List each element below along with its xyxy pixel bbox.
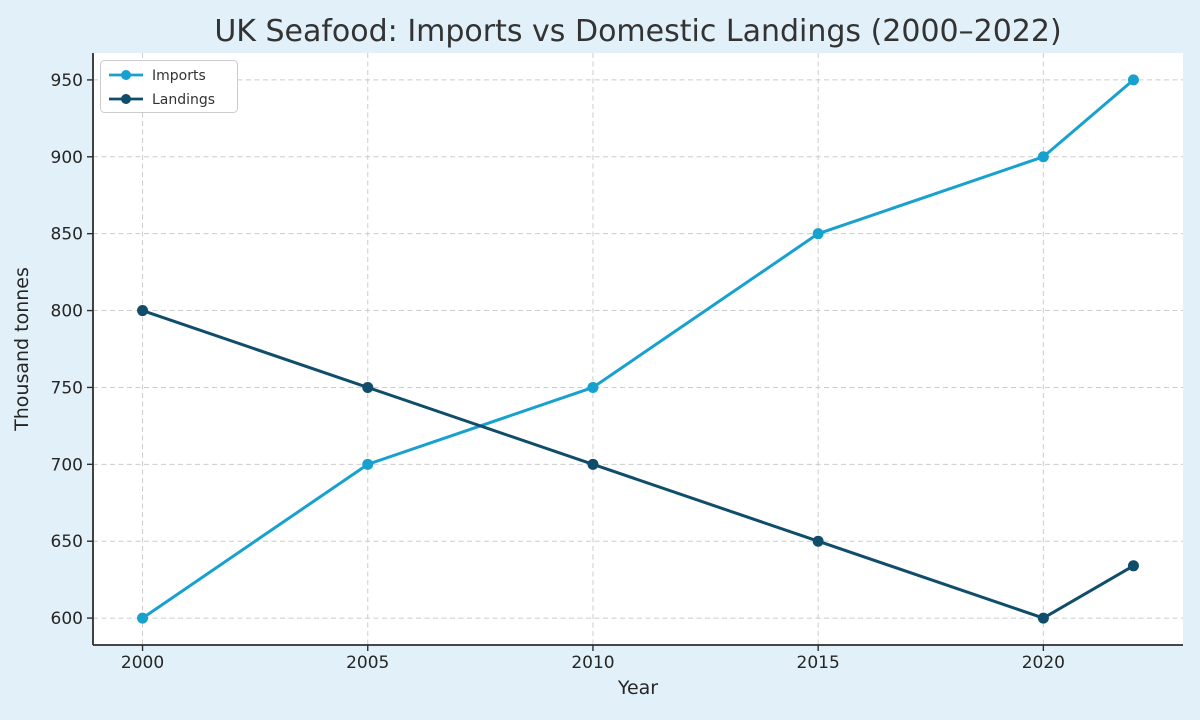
x-tick-label: 2000 <box>121 653 164 673</box>
data-point-imports <box>362 458 374 470</box>
data-point-imports <box>1127 74 1139 86</box>
y-tick-label: 800 <box>51 302 83 322</box>
legend-entry-imports: Imports <box>109 68 206 84</box>
data-point-landings <box>587 458 599 470</box>
y-tick-label: 950 <box>51 71 83 91</box>
y-tick-label: 750 <box>51 378 83 398</box>
y-tick-label: 850 <box>51 225 83 245</box>
y-tick-label: 700 <box>51 455 83 475</box>
x-tick-label: 2005 <box>346 653 389 673</box>
x-axis-ticks: 2000 2005 2010 2015 2020 <box>121 645 1065 673</box>
data-point-imports <box>587 381 599 393</box>
y-tick-label: 900 <box>51 148 83 168</box>
series-line-landings <box>141 309 1135 620</box>
plot-area <box>93 53 1183 645</box>
x-tick-label: 2010 <box>571 653 614 673</box>
y-tick-label: 600 <box>51 609 83 629</box>
gridlines <box>93 53 1183 645</box>
y-axis-title: Thousand tonnes <box>11 267 33 432</box>
series-lines <box>137 74 1139 624</box>
x-axis-title: Year <box>617 677 658 699</box>
legend-label-landings: Landings <box>152 92 215 108</box>
legend-label-imports: Imports <box>152 68 206 84</box>
legend-marker-icon <box>121 94 131 104</box>
data-point-imports <box>1037 151 1049 163</box>
y-tick-label: 650 <box>51 532 83 552</box>
data-point-landings <box>137 305 149 317</box>
y-axis-ticks: 600 650 700 750 800 850 900 950 <box>51 71 93 629</box>
legend-entry-landings: Landings <box>109 92 215 108</box>
legend: Imports Landings <box>100 60 238 113</box>
data-point-imports <box>812 228 824 240</box>
data-point-landings <box>362 381 374 393</box>
x-tick-label: 2015 <box>797 653 840 673</box>
chart-title: UK Seafood: Imports vs Domestic Landings… <box>214 14 1061 49</box>
data-point-imports <box>137 612 149 624</box>
x-tick-label: 2020 <box>1022 653 1065 673</box>
data-point-landings <box>812 535 824 547</box>
data-point-landings <box>1127 560 1139 572</box>
legend-marker-icon <box>121 70 131 80</box>
data-point-landings <box>1037 612 1049 624</box>
series-line-imports <box>141 78 1135 620</box>
